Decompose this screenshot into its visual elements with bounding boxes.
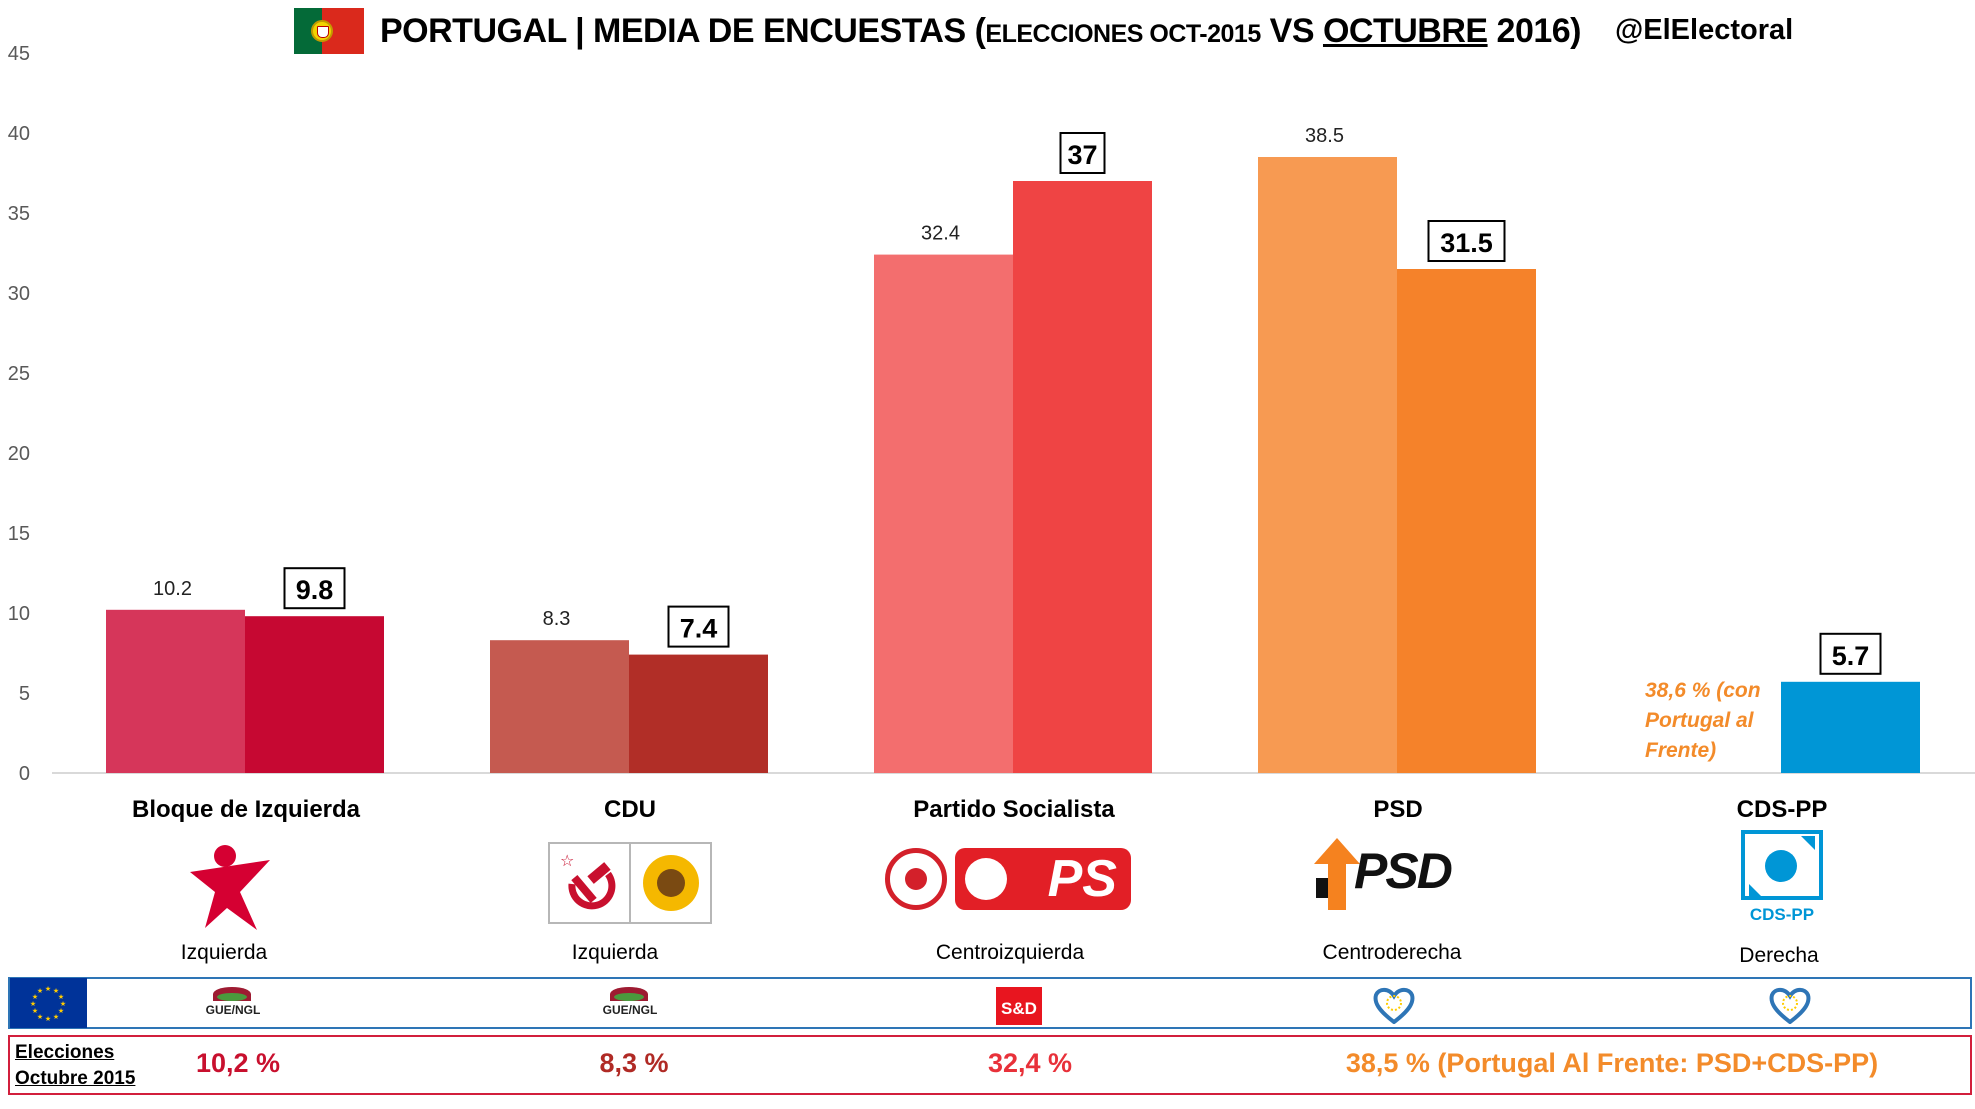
svg-text:★: ★ xyxy=(45,985,51,993)
gue-ngl-label: GUE/NGL xyxy=(205,1003,261,1017)
hammer-sickle-sunflower-icon: ☆ xyxy=(548,842,712,924)
title-small: ELECCIONES OCT-2015 xyxy=(985,20,1261,48)
data-label-box xyxy=(667,605,730,648)
data-label-2015: 32.4 xyxy=(921,223,960,245)
heart-icon xyxy=(1769,987,1811,1024)
portugal-flag-icon xyxy=(294,8,364,54)
gue-ngl-logo-icon: GUE/NGL xyxy=(203,987,263,1021)
party-name-cds: CDS-PP xyxy=(1736,796,1828,823)
gue-ngl-label: GUE/NGL xyxy=(602,1003,658,1017)
svg-text:★: ★ xyxy=(53,1013,59,1021)
twitter-handle: @ElElectoral xyxy=(1615,14,1794,46)
bar-2015 xyxy=(874,254,1013,774)
election-result-bloque: 10,2 % xyxy=(195,1048,281,1078)
svg-text:★: ★ xyxy=(37,987,43,995)
svg-text:★: ★ xyxy=(45,1015,51,1023)
cds-pp-icon: CDS-PP xyxy=(1741,830,1823,926)
data-label-2016: 7.4 xyxy=(680,614,718,644)
y-tick-label: 45 xyxy=(8,43,30,65)
title-vs: VS xyxy=(1260,12,1323,50)
election-result-ps: 32,4 % xyxy=(987,1048,1073,1078)
data-label-box xyxy=(283,567,346,610)
data-label-2015: 8.3 xyxy=(543,608,571,630)
svg-text:★: ★ xyxy=(58,993,64,1001)
party-name-psd: PSD xyxy=(1373,796,1423,823)
y-tick-label: 20 xyxy=(8,443,30,465)
eu-flag-icon: ★ ★ ★ ★ ★ ★ ★ ★ ★ ★ ★ ★ xyxy=(10,978,87,1028)
cds-logo-text: CDS-PP xyxy=(1750,905,1814,924)
bar-2016 xyxy=(245,616,384,773)
ideology-ps: Centroizquierda xyxy=(935,941,1085,964)
party-name-ps: Partido Socialista xyxy=(913,796,1115,823)
elections-label: Elecciones Octubre 2015 xyxy=(15,1040,135,1092)
election-result-cdu: 8,3 % xyxy=(599,1048,669,1078)
bar-2016 xyxy=(1397,269,1536,773)
heart-icon xyxy=(1373,987,1415,1024)
bar-2016 xyxy=(1781,681,1920,773)
elections-label-line1: Elecciones xyxy=(15,1042,115,1063)
ideology-cdu: Izquierda xyxy=(571,941,659,964)
psd-arrow-icon: PSD xyxy=(1312,838,1478,910)
data-label-box xyxy=(1059,132,1106,174)
svg-text:★: ★ xyxy=(60,1000,66,1008)
svg-text:★: ★ xyxy=(58,1007,64,1015)
star-figure-icon xyxy=(190,845,270,930)
bar-2015 xyxy=(106,609,245,773)
ps-fist-rose-icon: PS xyxy=(885,846,1133,912)
party-name-bloque: Bloque de Izquierda xyxy=(131,796,361,823)
svg-text:★: ★ xyxy=(53,987,59,995)
ideology-bloque: Izquierda xyxy=(180,941,268,964)
party-name-cdu: CDU xyxy=(604,796,656,823)
title-underlined: OCTUBRE xyxy=(1322,12,1488,50)
y-tick-label: 10 xyxy=(8,603,30,625)
chart-title: PORTUGAL | MEDIA DE ENCUESTAS (ELECCIONE… xyxy=(380,12,1582,51)
eu-group-strip xyxy=(8,977,1972,1029)
svg-text:★: ★ xyxy=(32,993,38,1001)
title-main: PORTUGAL | MEDIA DE ENCUESTAS ( xyxy=(380,12,986,50)
bar-chart: 0 5 10 15 20 25 30 35 40 45 10.2 9.8 8.3 7.4 32.4 37 38.… xyxy=(8,43,1975,785)
svg-text:★: ★ xyxy=(30,1000,36,1008)
data-label-2016: 31.5 xyxy=(1440,228,1493,258)
bar-2016 xyxy=(1013,181,1152,773)
data-label-2015: 38.5 xyxy=(1305,125,1344,147)
y-tick-label: 30 xyxy=(8,283,30,305)
elections-label-line2: Octubre 2015 xyxy=(15,1068,136,1089)
svg-text:★: ★ xyxy=(37,1013,43,1021)
gue-ngl-logo-icon: GUE/NGL xyxy=(600,987,660,1021)
bar-2015 xyxy=(490,640,629,773)
y-tick-label: 15 xyxy=(8,523,30,545)
y-tick-label: 40 xyxy=(8,123,30,145)
elections-strip xyxy=(8,1035,1972,1095)
y-tick-label: 25 xyxy=(8,363,30,385)
data-label-2015: 10.2 xyxy=(153,578,192,600)
y-tick-label: 0 xyxy=(19,763,30,785)
data-label-box xyxy=(1427,220,1506,262)
y-tick-label: 5 xyxy=(19,683,30,705)
y-tick-label: 35 xyxy=(8,203,30,225)
cds-annotation: 38,6 % (con Portugal al Frente) xyxy=(1645,679,1761,762)
s-and-d-logo-icon: S&D xyxy=(996,987,1042,1025)
bar-2015 xyxy=(1258,157,1397,773)
data-label-box xyxy=(1819,632,1882,675)
bar-2016 xyxy=(629,654,768,773)
ideology-psd: Centroderecha xyxy=(1322,941,1462,964)
data-label-2016: 5.7 xyxy=(1832,641,1870,671)
data-label-2016: 9.8 xyxy=(296,575,334,605)
election-result-psd-cds: 38,5 % (Portugal Al Frente: PSD+CDS-PP) xyxy=(1345,1048,1879,1078)
title-end: 2016) xyxy=(1487,12,1582,50)
svg-text:★: ★ xyxy=(32,1007,38,1015)
data-label-2016: 37 xyxy=(1067,140,1097,170)
svg-text:☆: ☆ xyxy=(560,851,574,870)
ideology-cds: Derecha xyxy=(1739,944,1819,967)
